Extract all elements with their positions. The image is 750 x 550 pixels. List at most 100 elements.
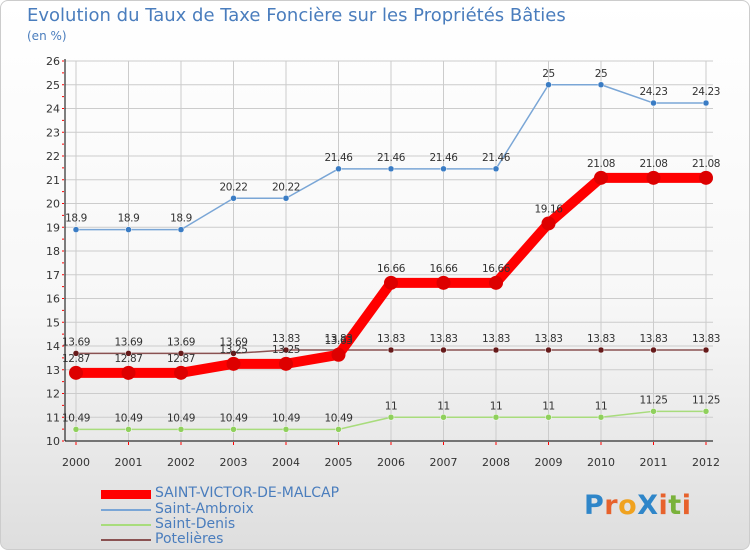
y-tick-label: 19 [46, 221, 60, 234]
y-tick-label: 10 [46, 435, 60, 448]
series-point [387, 346, 395, 354]
legend-swatch-saint-ambroix [101, 509, 151, 511]
y-tick-label: 18 [46, 245, 60, 258]
series-point [650, 408, 657, 415]
data-label: 10.49 [272, 412, 300, 424]
data-label: 10.49 [114, 412, 142, 424]
series-point [702, 99, 710, 107]
series-point [387, 414, 395, 421]
data-label: 24.23 [639, 86, 667, 98]
data-label: 13.83 [324, 333, 352, 345]
proxiti-logo: ProXiti [584, 490, 691, 521]
data-label: 13.83 [272, 333, 300, 345]
series-point [436, 275, 451, 290]
series-point [541, 216, 556, 231]
series-point [650, 99, 657, 107]
data-label: 11.25 [692, 394, 720, 406]
series-point [545, 346, 552, 354]
y-tick-label: 13 [46, 364, 60, 377]
series-point [69, 365, 83, 380]
data-label: 25 [542, 68, 555, 80]
series-point [279, 356, 293, 371]
series-point [489, 275, 503, 290]
data-label: 10.49 [62, 412, 90, 424]
data-label: 10.49 [219, 412, 247, 424]
series-point [226, 356, 241, 371]
data-label: 13.69 [62, 336, 90, 348]
y-tick-label: 14 [46, 340, 60, 353]
data-label: 21.08 [587, 158, 615, 170]
legend-label: SAINT-VICTOR-DE-MALCAP [155, 485, 340, 501]
series-point [174, 365, 188, 380]
data-label: 11 [437, 400, 450, 412]
series-point [121, 365, 136, 380]
data-label: 11.25 [639, 394, 667, 406]
data-label: 13.83 [587, 333, 615, 345]
data-label: 20.22 [219, 181, 247, 193]
x-tick-label: 2009 [535, 456, 563, 469]
y-tick-label: 12 [46, 388, 60, 401]
series-point [702, 346, 710, 354]
logo-letter: X [637, 490, 659, 521]
data-label: 13.83 [692, 333, 720, 345]
data-label: 13.69 [167, 336, 195, 348]
series-point [387, 165, 395, 173]
series-point [594, 170, 608, 185]
legend-swatch-saint-victor [101, 489, 151, 499]
data-label: 13.25 [272, 344, 300, 356]
data-label: 11 [542, 400, 555, 412]
series-point [177, 226, 185, 233]
series-point [335, 165, 342, 173]
series-point [545, 414, 552, 421]
series-point [384, 275, 398, 290]
y-tick-label: 22 [46, 150, 60, 163]
legend-label: Potelières [155, 531, 224, 547]
y-axis-unit: (en %) [27, 29, 67, 43]
series-point [282, 426, 290, 433]
data-label: 21.46 [377, 152, 406, 164]
data-label: 11 [385, 400, 398, 412]
data-label: 16.66 [482, 263, 511, 275]
x-tick-label: 2003 [220, 456, 248, 469]
series-point [492, 165, 500, 173]
x-tick-label: 2002 [167, 456, 195, 469]
series-point [230, 195, 237, 202]
data-label: 13.63 [324, 335, 352, 347]
series-point [72, 426, 80, 433]
series-point [440, 165, 447, 173]
series-point [699, 170, 713, 185]
series-point [177, 350, 185, 357]
series-point [282, 346, 290, 354]
chart-title: Evolution du Taux de Taxe Foncière sur l… [27, 5, 566, 26]
y-tick-label: 20 [46, 198, 60, 211]
data-label: 13.83 [639, 333, 667, 345]
series-point [597, 414, 605, 421]
series-point [597, 346, 605, 354]
x-tick-label: 2011 [640, 456, 668, 469]
series-point [125, 426, 132, 433]
logo-letter: i [658, 490, 669, 521]
y-tick-label: 21 [46, 174, 60, 187]
x-tick-label: 2008 [482, 456, 510, 469]
series-point [545, 81, 552, 88]
series-point [230, 426, 237, 433]
x-tick-label: 2005 [325, 456, 353, 469]
logo-letter: P [584, 490, 605, 521]
legend-swatch-saint-denis [101, 524, 151, 526]
data-label: 24.23 [692, 86, 720, 98]
data-label: 19.16 [534, 203, 563, 215]
series-point [72, 350, 80, 357]
legend-label: Saint-Denis [155, 516, 236, 532]
series-point [440, 414, 447, 421]
data-label: 18.9 [170, 213, 192, 225]
data-label: 12.87 [114, 353, 142, 365]
logo-letter: o [618, 490, 638, 521]
data-label: 10.49 [167, 412, 195, 424]
data-label: 12.87 [62, 353, 90, 365]
data-label: 13.83 [429, 333, 457, 345]
data-label: 10.49 [324, 412, 352, 424]
y-tick-label: 11 [46, 411, 60, 424]
x-tick-label: 2006 [377, 456, 405, 469]
logo-letter: r [604, 490, 619, 521]
